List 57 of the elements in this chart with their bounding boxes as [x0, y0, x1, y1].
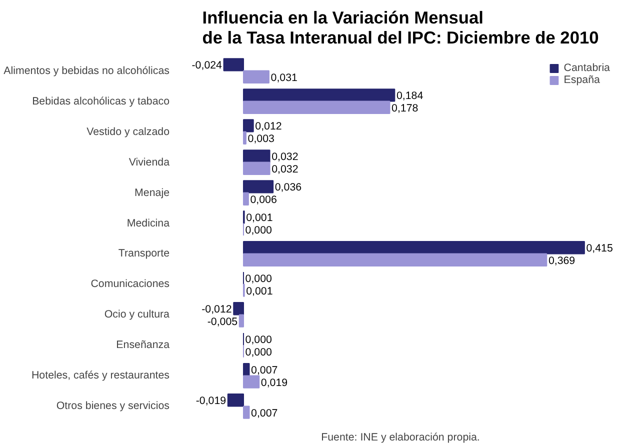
y-tick-label: Comunicaciones [90, 278, 170, 290]
bar [242, 131, 246, 144]
source-note: Fuente: INE y elaboración propia. [321, 432, 480, 444]
bar [242, 70, 270, 84]
data-label: 0,032 [272, 151, 298, 164]
data-label: 0,178 [392, 102, 418, 114]
bar [242, 100, 390, 114]
legend-label: Cantabria [564, 62, 610, 74]
bar [238, 314, 244, 328]
data-label: 0,031 [270, 72, 298, 84]
data-label: 0,032 [272, 163, 298, 176]
data-label: 0,000 [245, 224, 272, 236]
y-tick-label: Transporte [118, 248, 170, 260]
chart-title: Influencia en la Variación Mensual de la Tasa Interanual del IPC: Diciembre de 2010 [202, 8, 599, 48]
data-label: 0,415 [586, 242, 613, 255]
y-tick-label: Vivienda [128, 156, 170, 168]
data-label: 0,036 [274, 182, 302, 194]
data-label: 0,001 [246, 285, 273, 298]
data-label: 0,000 [245, 346, 272, 358]
data-label: 0,006 [250, 194, 277, 206]
y-tick-label: Menaje [134, 186, 170, 199]
data-label: 0,369 [548, 254, 576, 267]
data-label: -0,019 [196, 395, 226, 408]
bar [242, 406, 250, 419]
data-label: 0,184 [396, 90, 424, 102]
bar [242, 180, 274, 194]
data-label: -0,012 [202, 304, 232, 316]
bar [242, 375, 260, 388]
data-label: 0,007 [251, 407, 278, 420]
data-label: 0,000 [245, 334, 272, 346]
bar [242, 150, 270, 163]
y-tick-label: Enseñanza [116, 339, 170, 352]
y-tick-label: Hoteles, cafés y restaurantes [31, 370, 170, 382]
bar [242, 119, 254, 132]
data-label: -0,005 [207, 316, 238, 328]
y-tick-label: Ocio y cultura [104, 308, 170, 321]
y-tick-label: Vestido y calzado [86, 126, 170, 138]
data-label: 0,019 [260, 376, 288, 389]
y-tick-label: Medicina [126, 217, 170, 230]
bar [242, 162, 270, 175]
data-label: 0,003 [248, 132, 275, 145]
bar [242, 88, 396, 102]
bar [223, 58, 244, 72]
data-label: 0,001 [246, 212, 273, 224]
bar [242, 253, 548, 266]
y-tick-label: Otros bienes y servicios [56, 400, 170, 412]
data-label: -0,024 [192, 60, 222, 72]
bar [242, 192, 249, 206]
data-label: 0,007 [251, 364, 278, 377]
y-tick-label: Bebidas alcohólicas y tabaco [32, 95, 170, 108]
y-tick-label: Alimentos y bebidas no alcohólicas [4, 64, 170, 77]
bar [242, 241, 585, 254]
bar [233, 302, 244, 316]
data-label: 0,012 [255, 120, 282, 133]
bar [227, 394, 244, 407]
legend-label: España [564, 74, 600, 86]
data-label: 0,000 [245, 273, 272, 286]
